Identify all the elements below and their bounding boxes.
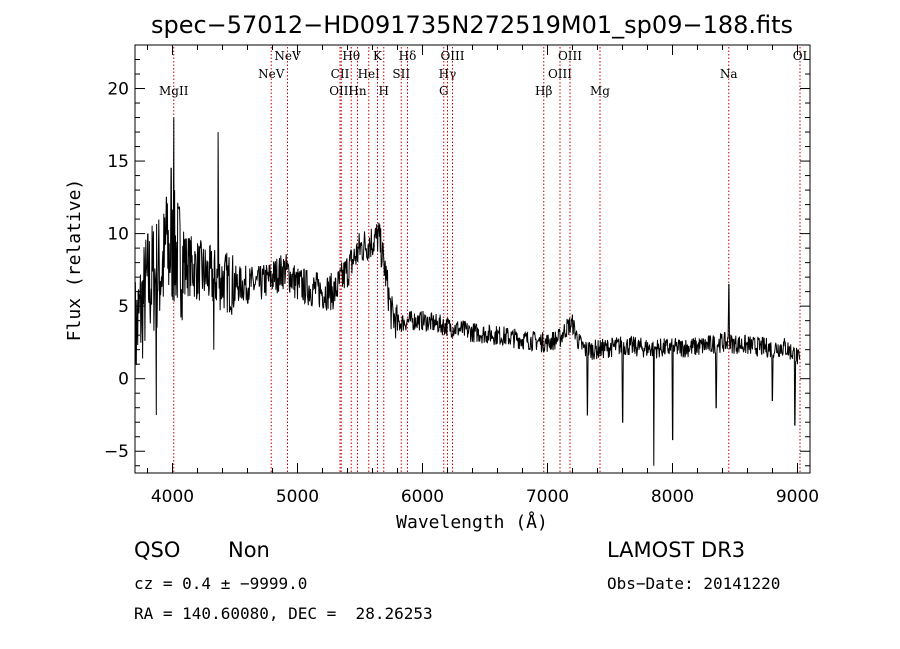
x-tick-label: 4000: [151, 487, 194, 507]
axis-layer: 4000 5000 6000 7000 8000 9000 −5 0 5 10 15 20: [104, 45, 819, 507]
line-marker-label: Hβ: [535, 84, 552, 98]
x-tick-label: 6000: [401, 487, 444, 507]
line-marker-label: NeV: [258, 67, 285, 81]
x-tick-label: 8000: [651, 487, 694, 507]
line-marker-label: Hn: [348, 84, 366, 98]
line-marker-label: NeV: [274, 49, 301, 63]
line-marker-label: Hδ: [399, 49, 417, 63]
line-marker-label: HeI: [358, 67, 381, 81]
spectrum-layer: [134, 117, 801, 466]
line-marker-label: OIII: [548, 67, 572, 81]
x-tick-label: 9000: [776, 487, 819, 507]
line-marker-label: Hγ: [439, 67, 457, 81]
y-tick-label: 10: [107, 225, 129, 245]
line-marker-label: G: [439, 84, 449, 98]
line-marker-label: Hθ: [342, 49, 360, 63]
chart-title: spec−57012−HD091735N272519M01_sp09−188.f…: [151, 11, 793, 39]
redshift-cz: cz = 0.4 ± −9999.0: [134, 574, 308, 593]
y-tick-label: 5: [118, 297, 129, 317]
line-marker-label: SII: [392, 67, 410, 81]
object-subclass: Non: [228, 538, 270, 562]
line-marker-label: H: [379, 84, 389, 98]
line-marker-label: OI: [793, 49, 808, 63]
line-marker-label: OIII: [440, 49, 464, 63]
line-marker-label: OIII: [329, 84, 353, 98]
y-tick-label: 15: [107, 152, 129, 172]
x-axis-label: Wavelength (Å): [396, 511, 548, 533]
x-tick-label: 5000: [276, 487, 319, 507]
line-marker-label: CII: [331, 67, 350, 81]
line-marker-label: K: [373, 49, 383, 63]
spectrum-series-line: [134, 117, 801, 466]
y-tick-label: −5: [104, 442, 129, 462]
line-marker-label: Na: [720, 67, 738, 81]
y-tick-label: 0: [118, 370, 129, 390]
survey-name: LAMOST DR3: [607, 538, 746, 562]
coordinates: RA = 140.60080, DEC = 28.26253: [134, 604, 433, 623]
obs-date: Obs−Date: 20141220: [607, 574, 781, 593]
line-marker-label: Mg: [590, 84, 610, 98]
plot-frame: [134, 44, 811, 474]
object-class: QSO: [134, 538, 181, 562]
line-marker-label: MgII: [159, 84, 189, 98]
line-marker-label: OIII: [558, 49, 582, 63]
x-tick-label: 7000: [526, 487, 569, 507]
y-tick-label: 20: [107, 80, 129, 100]
y-axis-label: Flux (relative): [64, 179, 85, 342]
